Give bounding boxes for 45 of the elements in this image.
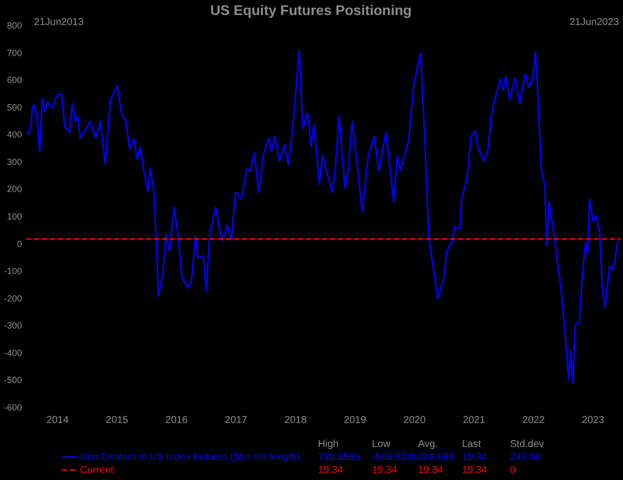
legend-label: Non-Dealers in US Index Futures ($bn net length) xyxy=(80,452,300,463)
text: Low xyxy=(372,438,392,450)
annotation: 21Jun2013 xyxy=(34,16,84,28)
y-tick-label: 500 xyxy=(6,102,22,112)
x-tick-label: 2016 xyxy=(165,414,188,426)
text: 0 xyxy=(510,464,516,476)
y-tick-label: 300 xyxy=(6,156,22,167)
text: 19.34 xyxy=(318,464,344,476)
text: Std.dev xyxy=(510,438,544,450)
x-tick-label: 2019 xyxy=(344,414,367,426)
text: 19.34 xyxy=(462,464,488,476)
text: 19.34 xyxy=(418,464,444,476)
y-tick-label: -500 xyxy=(4,375,22,386)
x-tick-label: 2023 xyxy=(582,414,605,426)
y-tick-label: 700 xyxy=(6,48,22,58)
text: 19.34 xyxy=(462,452,488,463)
text: -508.8236 xyxy=(372,452,418,463)
x-tick-label: 2022 xyxy=(522,414,546,426)
y-tick-label: 800 xyxy=(6,20,22,30)
text: Last xyxy=(462,438,482,450)
text: 243.68 xyxy=(510,452,542,463)
y-tick-label: 100 xyxy=(6,211,22,222)
legend-label: Current xyxy=(80,464,114,476)
x-tick-label: 2014 xyxy=(46,414,70,426)
text: Avg. xyxy=(418,438,438,450)
y-tick-label: -200 xyxy=(4,293,22,304)
chart-title: US Equity Futures Positioning xyxy=(210,2,412,18)
y-tick-label: -400 xyxy=(4,348,22,358)
text: 248.688 xyxy=(418,452,455,463)
y-tick-label: -300 xyxy=(4,320,22,331)
y-tick-label: 0 xyxy=(17,238,22,249)
x-tick-label: 2021 xyxy=(462,414,486,426)
y-tick-label: -100 xyxy=(4,266,22,276)
y-tick-label: 200 xyxy=(6,184,22,194)
x-tick-label: 2017 xyxy=(224,414,248,426)
x-tick-label: 2018 xyxy=(284,414,308,426)
text: High xyxy=(318,438,339,450)
x-tick-label: 2020 xyxy=(403,414,426,426)
text: 710.3595 xyxy=(318,452,360,463)
y-tick-label: 600 xyxy=(6,75,22,86)
y-tick-label: 400 xyxy=(6,130,22,140)
y-tick-label: -600 xyxy=(4,402,22,412)
annotation: 21Jun2023 xyxy=(570,16,620,28)
text: 19.34 xyxy=(372,464,398,476)
x-tick-label: 2015 xyxy=(106,414,129,426)
